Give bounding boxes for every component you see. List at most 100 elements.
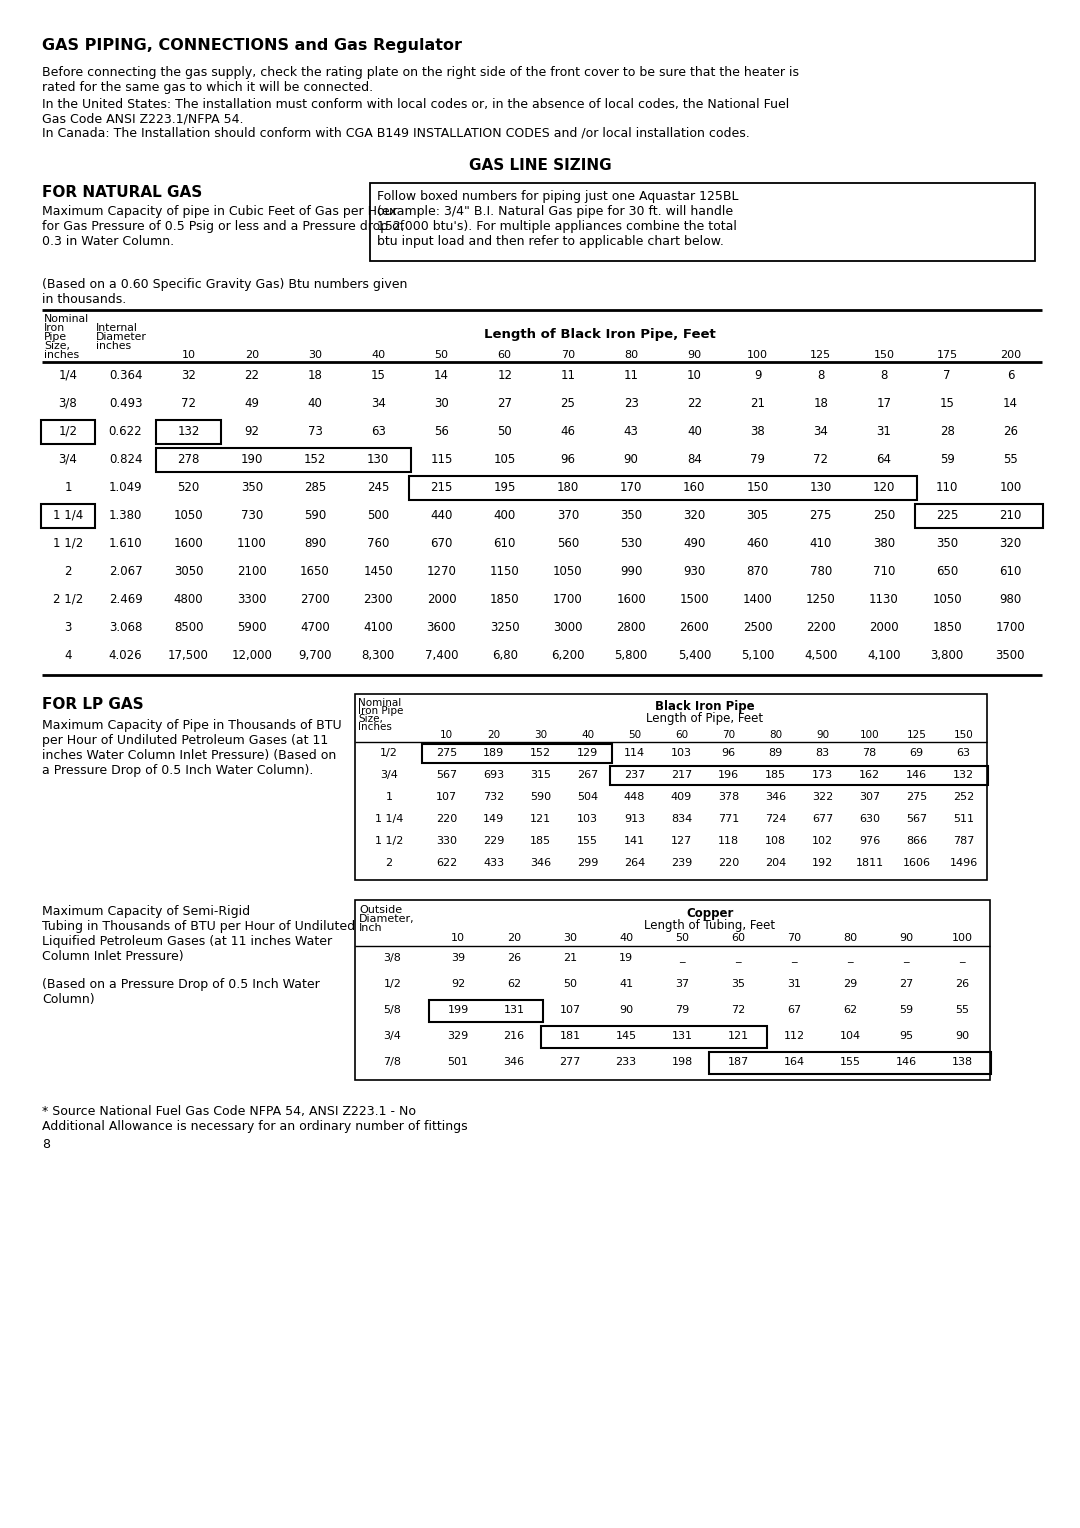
Text: 40: 40 [619, 934, 633, 943]
Text: 511: 511 [953, 814, 974, 824]
Text: 1850: 1850 [490, 593, 519, 607]
Text: 5/8: 5/8 [383, 1005, 402, 1015]
Text: 80: 80 [769, 730, 782, 740]
Text: 8500: 8500 [174, 620, 203, 634]
Bar [429, 999, 543, 1022]
Text: 433: 433 [483, 859, 504, 868]
Text: 730: 730 [241, 509, 262, 523]
Text: 40: 40 [581, 730, 594, 740]
Text: 18: 18 [308, 368, 323, 382]
Text: 490: 490 [684, 536, 705, 550]
Text: 46: 46 [561, 425, 576, 439]
Text: GAS LINE SIZING: GAS LINE SIZING [469, 157, 611, 173]
Text: 204: 204 [765, 859, 786, 868]
Text: 34: 34 [813, 425, 828, 439]
Text: 35: 35 [731, 979, 745, 989]
Text: 0.824: 0.824 [109, 452, 143, 466]
Text: 410: 410 [810, 536, 832, 550]
Text: 62: 62 [842, 1005, 858, 1015]
Text: 104: 104 [839, 1031, 861, 1041]
Text: 118: 118 [718, 836, 739, 847]
Text: 1 1/4: 1 1/4 [53, 509, 83, 523]
Text: Size,: Size, [357, 714, 383, 724]
Text: 378: 378 [718, 792, 739, 802]
Text: 10: 10 [181, 350, 195, 361]
Text: 3/4: 3/4 [383, 1031, 402, 1041]
Text: 30: 30 [534, 730, 548, 740]
Text: Length of Black Iron Pipe, Feet: Length of Black Iron Pipe, Feet [484, 329, 715, 341]
Text: 1606: 1606 [903, 859, 931, 868]
Text: 100: 100 [860, 730, 879, 740]
Text: 8: 8 [42, 1138, 50, 1151]
Text: 114: 114 [624, 749, 645, 758]
Text: 26: 26 [955, 979, 969, 989]
Text: 112: 112 [783, 1031, 805, 1041]
Text: 913: 913 [624, 814, 645, 824]
Text: Diameter,: Diameter, [359, 914, 415, 924]
Text: 100: 100 [747, 350, 768, 361]
Text: 400: 400 [494, 509, 516, 523]
Text: 70: 70 [787, 934, 801, 943]
Text: 131: 131 [503, 1005, 525, 1015]
Text: 2000: 2000 [869, 620, 899, 634]
Bar [156, 448, 410, 472]
Text: 329: 329 [447, 1031, 469, 1041]
Text: 55: 55 [955, 1005, 969, 1015]
Text: 346: 346 [530, 859, 551, 868]
Text: Outside: Outside [359, 905, 402, 915]
Text: 185: 185 [530, 836, 551, 847]
Text: 37: 37 [675, 979, 689, 989]
Text: 990: 990 [620, 565, 643, 578]
Text: 1/2: 1/2 [383, 979, 402, 989]
Text: 20: 20 [487, 730, 500, 740]
Text: 3,800: 3,800 [931, 649, 963, 662]
Text: 138: 138 [951, 1057, 973, 1067]
Text: 70: 70 [561, 350, 575, 361]
Text: 277: 277 [559, 1057, 581, 1067]
Text: 62: 62 [507, 979, 521, 989]
Text: 173: 173 [812, 770, 833, 779]
Text: 267: 267 [577, 770, 598, 779]
Text: 2: 2 [64, 565, 71, 578]
Text: 17,500: 17,500 [168, 649, 210, 662]
Text: 90: 90 [899, 934, 913, 943]
Text: 34: 34 [370, 397, 386, 410]
Text: 192: 192 [812, 859, 833, 868]
Text: 0.364: 0.364 [109, 368, 143, 382]
Text: 50: 50 [627, 730, 642, 740]
Text: 49: 49 [244, 397, 259, 410]
Text: 59: 59 [940, 452, 955, 466]
Text: 90: 90 [687, 350, 701, 361]
Text: 145: 145 [616, 1031, 636, 1041]
Text: 69: 69 [909, 749, 923, 758]
Text: 724: 724 [765, 814, 786, 824]
Text: 210: 210 [999, 509, 1022, 523]
Text: 1650: 1650 [300, 565, 329, 578]
Text: 73: 73 [308, 425, 323, 439]
Text: 72: 72 [181, 397, 197, 410]
Text: inches: inches [44, 350, 79, 361]
Text: 199: 199 [447, 1005, 469, 1015]
Text: 275: 275 [906, 792, 927, 802]
Bar [422, 744, 612, 762]
Text: 39: 39 [451, 953, 465, 963]
Text: 181: 181 [559, 1031, 581, 1041]
Text: 175: 175 [936, 350, 958, 361]
Text: Inches: Inches [357, 723, 392, 732]
Text: 275: 275 [810, 509, 832, 523]
Text: 787: 787 [953, 836, 974, 847]
Text: 50: 50 [434, 350, 448, 361]
Text: 560: 560 [557, 536, 579, 550]
Text: 121: 121 [728, 1031, 748, 1041]
Text: 250: 250 [873, 509, 895, 523]
Text: 80: 80 [624, 350, 638, 361]
Text: In the United States: The installation must conform with local codes or, in the : In the United States: The installation m… [42, 98, 789, 125]
Text: 19: 19 [619, 953, 633, 963]
Text: 0.622: 0.622 [109, 425, 143, 439]
Text: Iron: Iron [44, 322, 65, 333]
Text: 2 1/2: 2 1/2 [53, 593, 83, 607]
Text: 63: 63 [957, 749, 971, 758]
Text: 622: 622 [436, 859, 457, 868]
Text: 4.026: 4.026 [109, 649, 143, 662]
Text: 115: 115 [430, 452, 453, 466]
